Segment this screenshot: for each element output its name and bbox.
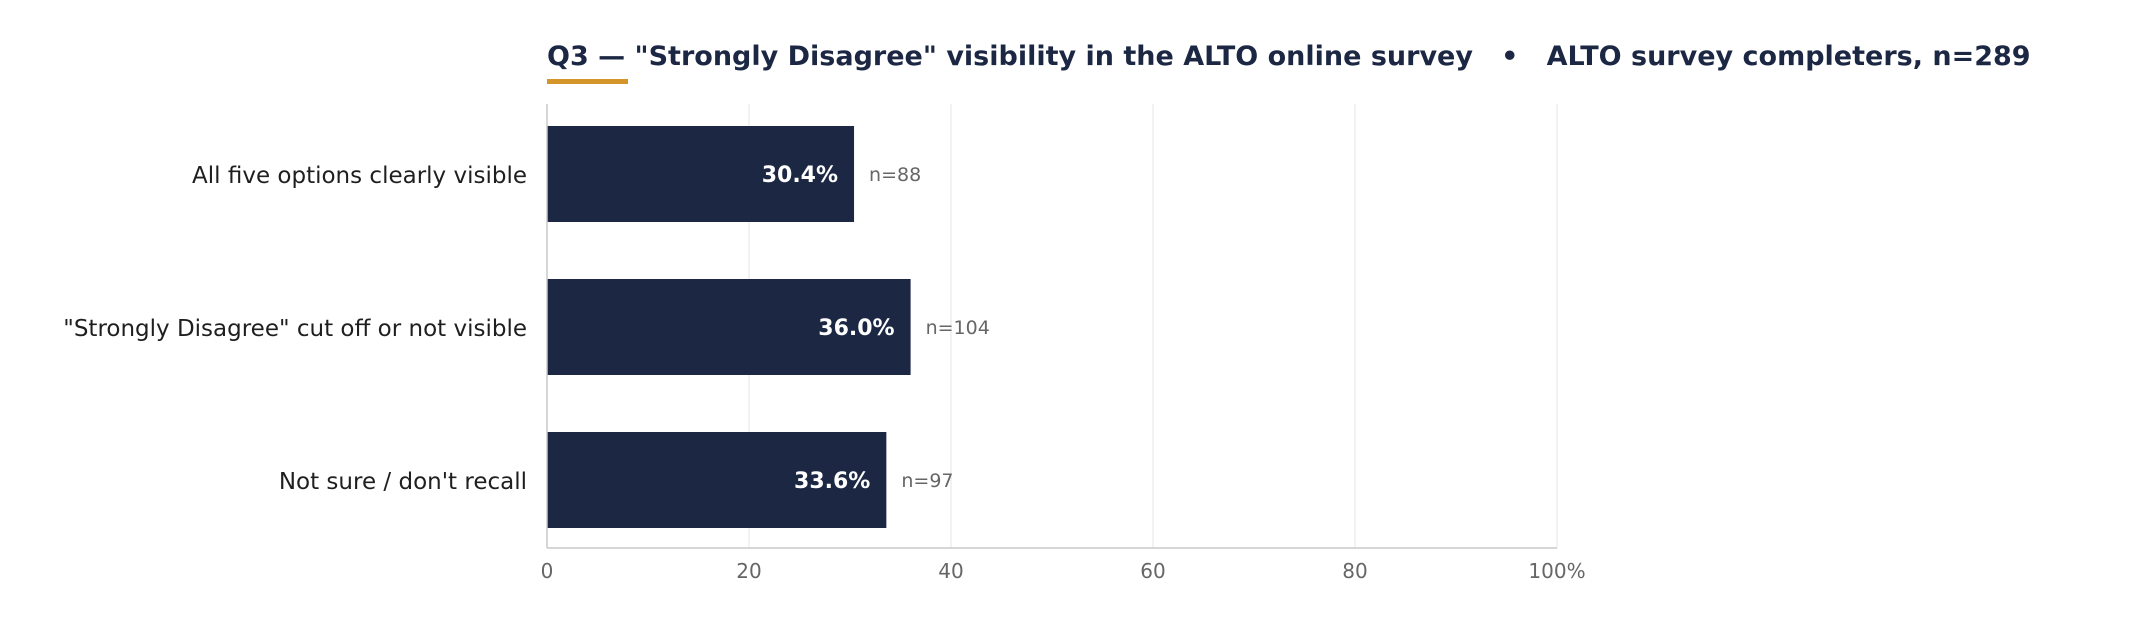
x-tick-label: 80	[1342, 559, 1367, 583]
bar-value-label: 33.6%	[794, 469, 870, 494]
chart-title: Q3 — "Strongly Disagree" visibility in t…	[547, 41, 2031, 72]
x-tick-label: 40	[938, 559, 963, 583]
bar-value-label: 30.4%	[762, 163, 838, 188]
x-tick-label: 60	[1140, 559, 1165, 583]
bar	[547, 126, 855, 222]
category-label: All five options clearly visible	[192, 163, 527, 189]
x-tick-label: 20	[736, 559, 761, 583]
bar	[547, 432, 887, 528]
x-tick-label: 100%	[1528, 559, 1585, 583]
x-tick-label: 0	[541, 559, 554, 583]
bar-n-label: n=97	[901, 470, 953, 492]
category-label: "Strongly Disagree" cut off or not visib…	[63, 316, 527, 342]
bar-n-label: n=104	[926, 317, 990, 339]
category-label: Not sure / don't recall	[279, 469, 527, 495]
bar-value-label: 36.0%	[818, 316, 894, 341]
axes	[546, 104, 1557, 549]
bar	[547, 279, 911, 375]
title-accent-underline	[547, 79, 628, 84]
bar-n-label: n=88	[869, 164, 921, 186]
bars	[547, 126, 911, 528]
labels: 30.4% n=88 All five options clearly visibl…	[63, 163, 1585, 583]
